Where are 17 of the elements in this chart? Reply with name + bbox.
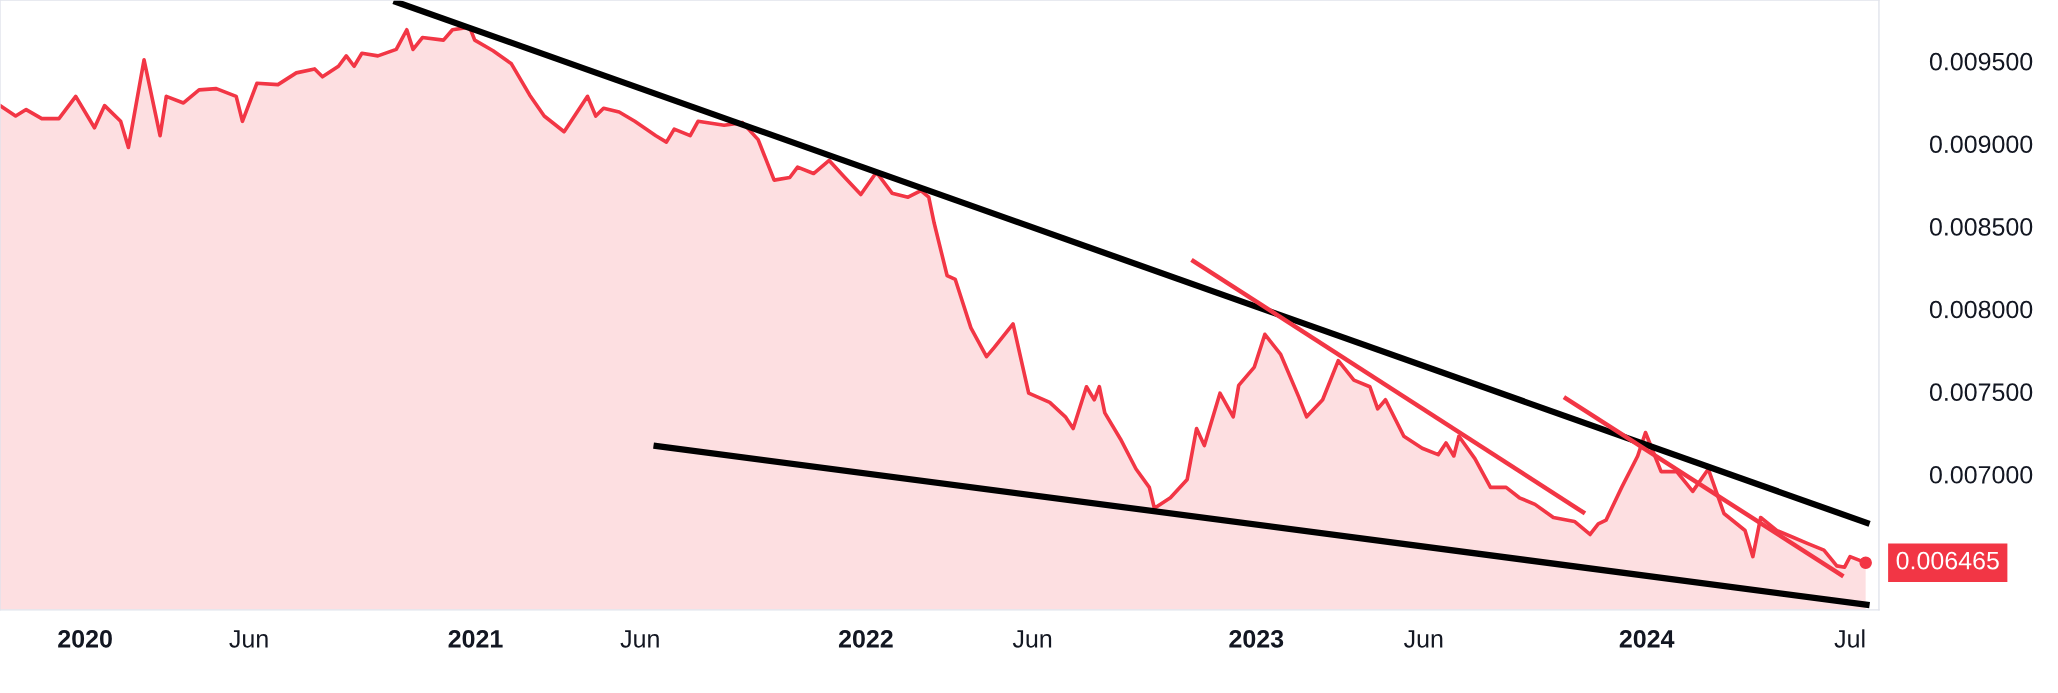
x-tick-label: 2023 — [1229, 629, 1284, 648]
x-tick-label: 2022 — [838, 629, 893, 648]
x-tick-label: 2020 — [58, 629, 112, 648]
x-tick-label: 2021 — [448, 629, 503, 648]
x-tick-label: Jun — [1404, 630, 1443, 648]
x-tick-label: Jun — [620, 630, 659, 648]
x-tick-label: 2024 — [1619, 629, 1675, 648]
y-tick-label: 0.008500 — [1929, 218, 2033, 236]
x-tick-label: Jun — [1012, 630, 1052, 648]
y-tick-label: 0.009000 — [1929, 135, 2033, 154]
y-tick-label: 0.008000 — [1929, 300, 2033, 319]
y-tick-label: 0.009500 — [1929, 52, 2033, 71]
x-tick-label: Jul — [1834, 629, 1865, 648]
y-tick-label: 0.007500 — [1929, 383, 2033, 401]
x-tick-label: Jun — [229, 630, 268, 648]
y-tick-label: 0.007000 — [1929, 465, 2033, 484]
annotation: 0.006465 — [1896, 551, 1999, 570]
